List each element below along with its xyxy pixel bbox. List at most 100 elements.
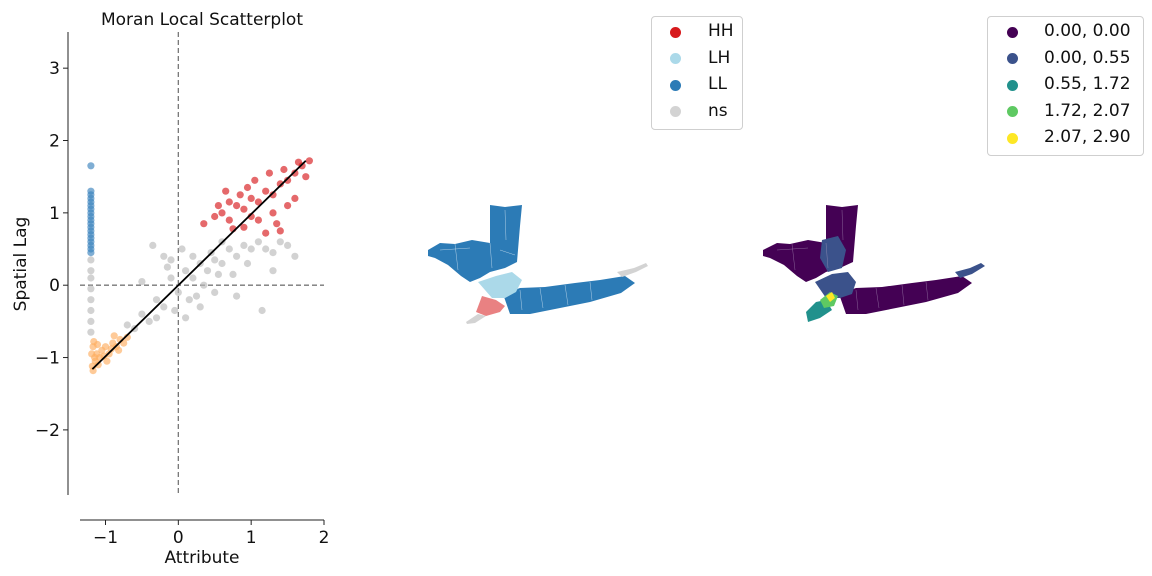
data-point [178, 245, 185, 252]
y-axis-label: Spatial Lag [11, 217, 31, 312]
data-point [291, 253, 298, 260]
legend-item [1007, 72, 1018, 98]
data-point [87, 256, 94, 263]
data-point [277, 238, 284, 245]
data-point [160, 253, 167, 260]
legend-item [670, 72, 681, 98]
data-point [87, 249, 94, 256]
legend-label: 1.72, 2.07 [1044, 101, 1131, 121]
data-point [284, 242, 291, 249]
data-point [153, 314, 160, 321]
data-point [218, 260, 225, 267]
x-tick-label: −1 [93, 528, 118, 548]
data-point [251, 177, 258, 184]
data-point [87, 296, 94, 303]
x-axis-label: Attribute [164, 548, 239, 568]
legend-item [1007, 19, 1018, 45]
x-tick-label: 1 [246, 528, 257, 548]
data-point [255, 238, 262, 245]
data-point [259, 307, 266, 314]
data-point [182, 314, 189, 321]
data-point [233, 293, 240, 300]
cluster-map [428, 205, 648, 324]
y-tick-label: 0 [49, 276, 60, 296]
value-map-region-east [839, 276, 972, 314]
data-point [138, 311, 145, 318]
data-point [248, 195, 255, 202]
y-tick-label: 3 [49, 59, 60, 79]
data-point [262, 245, 269, 252]
regression-line [92, 161, 305, 369]
data-point [87, 285, 94, 292]
data-point [87, 274, 94, 281]
y-tick-label: −2 [35, 421, 60, 441]
y-ticks: −2−10123 [35, 59, 68, 441]
legend-marker [1007, 27, 1018, 38]
data-point [269, 249, 276, 256]
data-point [167, 256, 174, 263]
moran-scatterplot: Moran Local Scatterplot −2 −1 0 1 2 3 −1 0 1 2 A… [11, 10, 329, 568]
legend-label: LH [708, 48, 730, 68]
legend-marker [1007, 106, 1018, 117]
data-point [204, 267, 211, 274]
data-point [222, 188, 229, 195]
value-map-region-east-edge [955, 263, 985, 278]
legend-label: HH [708, 21, 734, 41]
data-point [226, 245, 233, 252]
data-point [87, 329, 94, 336]
x-ticks: −1 0 1 2 [93, 520, 329, 548]
legend-marker [670, 106, 681, 117]
map-region-ns-east [617, 263, 648, 277]
data-point [306, 157, 313, 164]
y-tick-label: −1 [35, 349, 60, 369]
legend-label: 0.00, 0.55 [1044, 48, 1131, 68]
data-point [200, 220, 207, 227]
legend-marker [1007, 133, 1018, 144]
data-point [94, 341, 101, 348]
data-point [87, 307, 94, 314]
data-point [167, 274, 174, 281]
data-point [186, 296, 193, 303]
data-point [211, 256, 218, 263]
value-map-region-west [763, 205, 858, 282]
data-point [87, 318, 94, 325]
data-point [153, 296, 160, 303]
data-point [189, 253, 196, 260]
data-point [280, 166, 287, 173]
data-point [111, 332, 118, 339]
value-map [763, 205, 985, 322]
data-point [218, 209, 225, 216]
map-region-west [428, 205, 522, 282]
data-point [164, 264, 171, 271]
data-point [240, 206, 247, 213]
y-tick-label: 1 [49, 204, 60, 224]
legend-item [1007, 99, 1018, 125]
data-point [175, 289, 182, 296]
data-point [149, 242, 156, 249]
data-point [103, 358, 110, 365]
legend-item [670, 99, 681, 125]
data-point [244, 184, 251, 191]
data-point [237, 191, 244, 198]
data-point [255, 217, 262, 224]
data-point [215, 202, 222, 209]
data-point [87, 162, 94, 169]
data-point [124, 321, 131, 328]
data-point [262, 230, 269, 237]
data-point [226, 217, 233, 224]
data-point [302, 173, 309, 180]
data-point [211, 213, 218, 220]
legend-marker [670, 53, 681, 64]
data-point [189, 274, 196, 281]
data-point [193, 293, 200, 300]
data-point [269, 267, 276, 274]
data-point [233, 253, 240, 260]
data-point [200, 282, 207, 289]
data-point [226, 198, 233, 205]
data-point [88, 350, 95, 357]
data-point [273, 220, 280, 227]
data-point [146, 318, 153, 325]
legend-marker [670, 27, 681, 38]
data-point [233, 202, 240, 209]
